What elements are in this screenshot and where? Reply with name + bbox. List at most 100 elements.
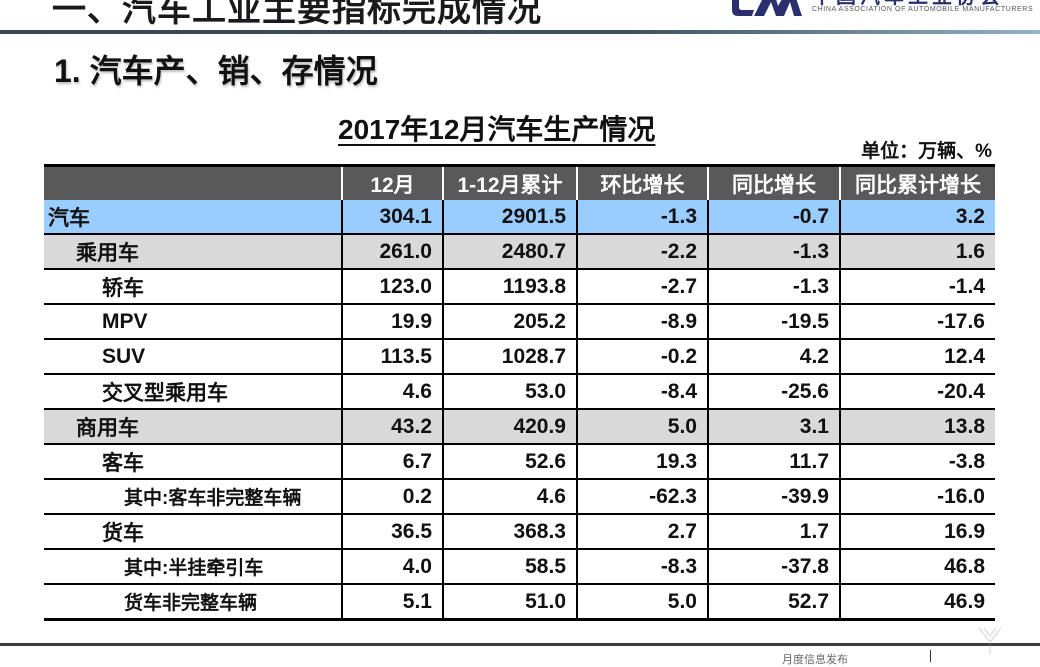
cell-cumulative: 53.0 [442,374,577,410]
cell-yoy-cumulative: -20.4 [839,374,995,410]
row-label: 乘用车 [44,234,342,270]
cell-cumulative: 2901.5 [442,200,577,235]
table-row: 货车 36.5 368.3 2.7 1.7 16.9 [44,514,995,550]
table-row: 汽车 304.1 2901.5 -1.3 -0.7 3.2 [44,200,995,235]
table-row: SUV 113.5 1028.7 -0.2 4.2 12.4 [44,339,995,375]
page-subtitle: 1. 汽车产、销、存情况 [54,53,378,89]
caam-logo-icon [732,0,802,16]
cell-cumulative: 52.6 [442,444,577,480]
cell-cumulative: 2480.7 [442,234,577,270]
cell-mom: -8.9 [576,304,708,340]
watermark-icon [978,627,1002,654]
header-divider [0,30,1040,34]
cell-month: 19.9 [341,304,443,340]
row-label: 货车非完整车辆 [44,584,342,621]
cell-yoy-cumulative: 46.9 [839,584,995,621]
cell-mom: -8.4 [576,374,708,410]
cell-month: 4.6 [341,374,443,410]
cell-month: 0.2 [341,479,443,515]
footer-divider [0,643,1040,646]
cell-mom: 5.0 [576,409,708,445]
table-row: 其中:客车非完整车辆 0.2 4.6 -62.3 -39.9 -16.0 [44,479,995,515]
column-header-yoy-cumulative: 同比累计增长 [839,164,995,200]
cell-yoy: 3.1 [707,409,840,445]
row-label: 货车 [44,514,342,550]
table-row: 货车非完整车辆 5.1 51.0 5.0 52.7 46.9 [44,584,995,621]
cell-yoy-cumulative: 13.8 [839,409,995,445]
table-header-row: 12月 1-12月累计 环比增长 同比增长 同比累计增长 [44,164,995,200]
cell-month: 36.5 [341,514,443,550]
cell-mom: -2.2 [576,234,708,270]
footer-text: 月度信息发布 [782,654,848,666]
cell-month: 304.1 [341,200,443,235]
cell-yoy-cumulative: 1.6 [839,234,995,270]
cell-mom: -2.7 [576,269,708,305]
cell-cumulative: 420.9 [442,409,577,445]
cell-yoy: -39.9 [707,479,840,515]
cell-mom: 2.7 [576,514,708,550]
row-label: 轿车 [44,269,342,305]
cell-yoy: -0.7 [707,200,840,235]
cell-month: 43.2 [341,409,443,445]
table-row: 乘用车 261.0 2480.7 -2.2 -1.3 1.6 [44,234,995,270]
cell-month: 123.0 [341,269,443,305]
cell-yoy-cumulative: 3.2 [839,200,995,235]
table-row: 交叉型乘用车 4.6 53.0 -8.4 -25.6 -20.4 [44,374,995,410]
column-header-yoy: 同比增长 [707,164,840,200]
row-label: 交叉型乘用车 [44,374,342,410]
table-row: 客车 6.7 52.6 19.3 11.7 -3.8 [44,444,995,480]
cell-yoy-cumulative: -3.8 [839,444,995,480]
production-table: 12月 1-12月累计 环比增长 同比增长 同比累计增长 汽车 304.1 29… [44,164,995,621]
unit-label: 单位：万辆、% [861,141,992,162]
cell-mom: -1.3 [576,200,708,235]
cell-yoy: -25.6 [707,374,840,410]
cell-yoy: -1.3 [707,234,840,270]
row-label: 商用车 [44,409,342,445]
cell-yoy: 1.7 [707,514,840,550]
cell-yoy: -1.3 [707,269,840,305]
table-row: 商用车 43.2 420.9 5.0 3.1 13.8 [44,409,995,445]
footer-separator [930,650,931,662]
cell-mom: -0.2 [576,339,708,375]
table-row: 其中:半挂牵引车 4.0 58.5 -8.3 -37.8 46.8 [44,549,995,585]
cell-cumulative: 51.0 [442,584,577,621]
cell-mom: 19.3 [576,444,708,480]
table-row: 轿车 123.0 1193.8 -2.7 -1.3 -1.4 [44,269,995,305]
cell-yoy-cumulative: 46.8 [839,549,995,585]
column-header-month: 12月 [341,164,443,200]
table-title: 2017年12月汽车生产情况 [338,114,656,145]
row-label: SUV [44,339,342,375]
column-header-cumulative: 1-12月累计 [442,164,577,200]
cell-yoy: 11.7 [707,444,840,480]
cell-cumulative: 1193.8 [442,269,577,305]
row-label: 客车 [44,444,342,480]
row-label: MPV [44,304,342,340]
cell-yoy-cumulative: -1.4 [839,269,995,305]
cell-month: 6.7 [341,444,443,480]
cell-yoy: 52.7 [707,584,840,621]
row-label: 其中:半挂牵引车 [44,549,342,585]
column-header-mom: 环比增长 [576,164,708,200]
cell-yoy: 4.2 [707,339,840,375]
row-label: 其中:客车非完整车辆 [44,479,342,515]
table-row: MPV 19.9 205.2 -8.9 -19.5 -17.6 [44,304,995,340]
cell-mom: 5.0 [576,584,708,621]
cell-yoy-cumulative: -17.6 [839,304,995,340]
cell-cumulative: 368.3 [442,514,577,550]
cell-cumulative: 4.6 [442,479,577,515]
cell-mom: -8.3 [576,549,708,585]
logo-english-name: CHINA ASSOCIATION OF AUTOMOBILE MANUFACT… [812,6,1034,13]
column-header-label [44,164,342,200]
cell-yoy: -37.8 [707,549,840,585]
cell-month: 113.5 [341,339,443,375]
cell-yoy: -19.5 [707,304,840,340]
cell-cumulative: 205.2 [442,304,577,340]
row-label: 汽车 [44,200,342,235]
cell-mom: -62.3 [576,479,708,515]
cell-month: 5.1 [341,584,443,621]
cell-yoy-cumulative: -16.0 [839,479,995,515]
cell-yoy-cumulative: 12.4 [839,339,995,375]
cell-yoy-cumulative: 16.9 [839,514,995,550]
logo-chinese-name: 中国汽车工业协会 [812,0,1004,9]
cell-cumulative: 1028.7 [442,339,577,375]
